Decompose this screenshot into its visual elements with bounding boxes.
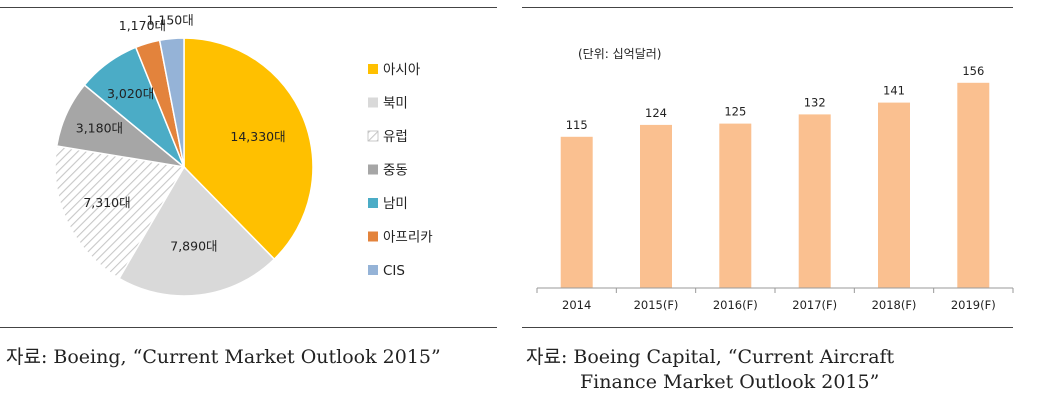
slice-value-label: 3,180대 [76,121,123,136]
legend-swatch [368,265,378,275]
legend-label: 유럽 [383,129,408,145]
left-panel: 14,330대 7,890대 7,310대 3,180대 3,020대 1,170대 1,1… [0,0,500,416]
bar [719,123,752,288]
pie-slice [54,145,186,280]
bar-value-label: 132 [804,95,826,109]
bar-chart: (단위: 십억달러) 115 124 125 132 141 156 2014 2015(F… [536,47,1014,312]
source-note: 자료: Boeing, “Current Market Outlook 2015… [6,346,441,368]
unit-note: (단위: 십억달러) [578,47,661,61]
x-tick-label: 2017(F) [792,298,837,312]
legend-swatch [368,198,378,208]
pie-slice [183,37,314,261]
source-note-line1: 자료: Boeing Capital, “Current Aircraft [526,346,895,368]
pie-chart: 14,330대 7,890대 7,310대 3,180대 3,020대 1,170대1,1… [54,13,433,297]
right-panel: (단위: 십억달러) 115 124 125 132 141 156 2014 2015(F… [522,0,1053,416]
legend-swatch [368,97,378,108]
pie-slice [158,37,185,168]
legend-label: 남미 [383,196,408,212]
slice-value-label: 1,150대 [146,13,193,28]
bar-value-label: 124 [645,106,667,120]
x-tick-label: 2018(F) [872,298,917,312]
bottom-rule [0,327,497,328]
source-note-line2: Finance Market Outlook 2015” [580,371,880,393]
bottom-rule [522,327,1013,328]
x-tick-label: 2015(F) [634,298,679,312]
bar-value-label: 115 [566,118,588,132]
bar [957,82,990,288]
bar-value-label: 125 [724,105,746,119]
bar [560,136,593,288]
top-rule [522,7,1013,8]
slice-value-label: 7,890대 [170,238,217,253]
legend-label: 아프리카 [383,230,433,246]
pie-slice [118,165,276,297]
slice-value-label: 14,330대 [230,129,285,144]
bar [798,114,831,289]
bar-value-label: 141 [883,84,905,98]
top-rule [0,7,497,8]
slice-value-label: 1,170대 [119,18,166,33]
bar [640,124,672,289]
slice-value-label: 7,310대 [83,195,130,210]
legend-swatch [368,164,378,175]
legend-label: 중동 [383,163,408,179]
bar [878,102,910,288]
x-tick-label: 2016(F) [713,298,758,312]
legend-label: CIS [383,263,405,279]
x-tick-label: 2019(F) [951,298,996,312]
bar-value-label: 156 [962,64,984,78]
x-tick-label: 2014 [562,298,591,312]
legend-swatch [367,130,379,142]
slice-value-label: 3,020대 [107,86,154,101]
legend-swatch [368,64,378,74]
legend-label: 북미 [383,96,408,112]
legend-swatch [368,231,378,242]
legend-label: 아시아 [383,62,421,78]
